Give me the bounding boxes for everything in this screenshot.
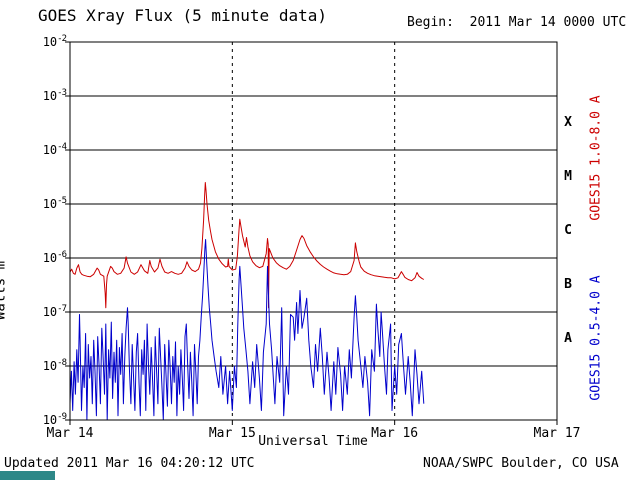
x-tick-label: Mar 15 — [208, 426, 256, 441]
plot-border — [69, 41, 558, 421]
y-tick-label: 10-6 — [42, 250, 67, 265]
y-tick-label: 10-2 — [42, 34, 67, 49]
short-wavelength-series-line — [69, 239, 425, 421]
flare-class-x: X — [564, 115, 572, 130]
right-label-long: GOES15 1.0-8.0 A — [588, 95, 604, 221]
flare-class-m: M — [564, 169, 572, 184]
y-tick-label: 10-9 — [42, 412, 67, 427]
source-credit: NOAA/SWPC Boulder, CO USA — [423, 456, 619, 471]
flare-class-b: B — [564, 277, 572, 292]
y-tick-label: 10-3 — [42, 88, 67, 103]
right-label-short: GOES15 0.5-4.0 A — [588, 275, 604, 401]
teal-artifact — [0, 471, 55, 480]
flare-class-c: C — [564, 223, 572, 238]
x-tick-label: Mar 17 — [533, 426, 581, 441]
y-tick-label: 10-7 — [42, 304, 67, 319]
x-tick-label: Mar 16 — [371, 426, 419, 441]
y-axis-label: Watts m-2 — [0, 252, 9, 320]
x-tick-label: Mar 14 — [46, 426, 94, 441]
y-tick-label: 10-8 — [42, 358, 67, 373]
flare-class-a: A — [564, 331, 572, 346]
long-wavelength-series-line — [69, 182, 425, 309]
page-title: GOES Xray Flux (5 minute data) — [38, 6, 327, 25]
updated-timestamp: Updated 2011 Mar 16 04:20:12 UTC — [4, 456, 255, 471]
y-tick-label: 10-5 — [42, 196, 67, 211]
begin-time-label: Begin: 2011 Mar 14 0000 UTC — [407, 15, 627, 30]
y-tick-label: 10-4 — [42, 142, 67, 157]
x-axis-label: Universal Time — [258, 434, 368, 449]
